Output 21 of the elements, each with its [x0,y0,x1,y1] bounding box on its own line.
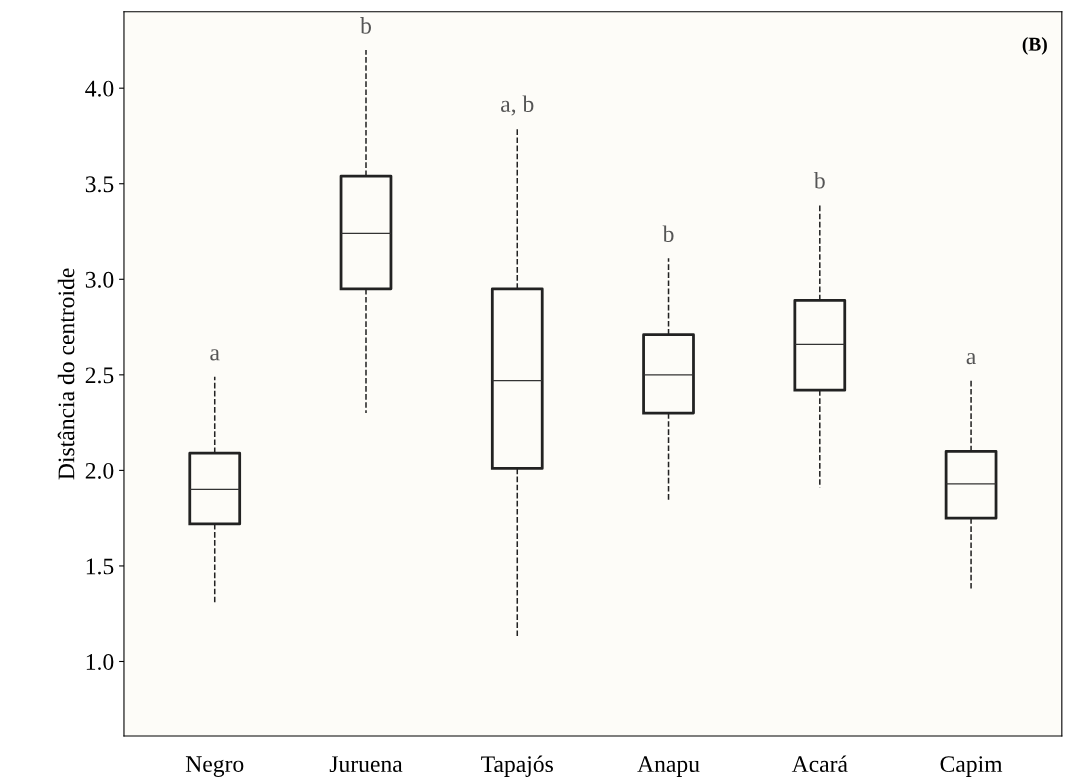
y-axis-title: Distância do centroide [57,268,75,480]
x-tick-label: Acará [791,755,848,773]
x-tick-label: Juruena [329,756,403,773]
annotation: b [813,171,825,189]
x-tick-label: Negro [185,756,244,777]
x-tick-label: Capim [940,756,1003,777]
y-tick-label: 4.0 [85,80,114,97]
annotation: (B) [1022,37,1047,55]
y-tick-label: 1.5 [86,558,114,575]
y-tick-label: 2.0 [85,462,114,479]
y-tick-label: 1.0 [86,653,114,671]
y-tick-label: 2.5 [85,367,114,384]
annotation: a [966,353,976,365]
x-tick-label: Anapu [637,756,700,777]
annotation: a, b [501,95,534,116]
annotation: b [360,17,371,34]
annotation: b [662,225,674,242]
annotation: a [210,349,220,361]
y-tick-label: 3.0 [85,271,114,288]
y-tick-label: 3.5 [85,176,114,193]
x-tick-label: Tapajós [481,755,553,777]
